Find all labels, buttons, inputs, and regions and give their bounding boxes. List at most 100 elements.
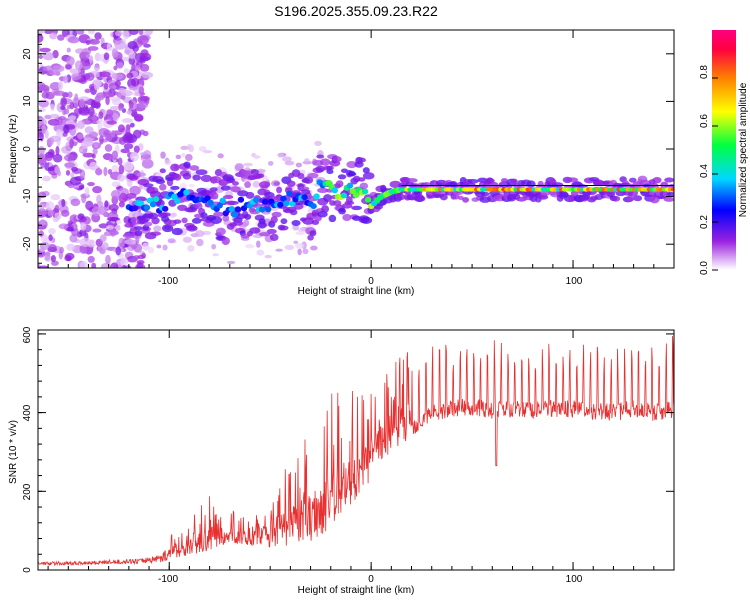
heatmap-cell [134, 113, 144, 122]
heatmap-cell [78, 106, 90, 116]
heatmap-cell [195, 203, 203, 210]
heatmap-cell [103, 82, 109, 90]
heatmap-cell [66, 47, 71, 53]
heatmap-cell [67, 36, 80, 44]
heatmap-cell [191, 217, 202, 224]
heatmap-cell [122, 265, 127, 268]
heatmap-cell [243, 162, 253, 167]
heatmap-cell [292, 224, 300, 231]
heatmap-cell [188, 144, 195, 153]
heatmap-cell [79, 52, 86, 58]
ridge-cell [331, 187, 338, 194]
ridge-cell [204, 195, 211, 202]
heatmap-cell [137, 35, 149, 45]
ridge-cell [364, 196, 372, 203]
heatmap-cell [662, 190, 671, 198]
heatmap-cell [259, 181, 271, 189]
heatmap-cell [126, 72, 134, 79]
heatmap-cell [486, 177, 494, 184]
heatmap-cell [359, 182, 369, 190]
heatmap-cell [125, 193, 137, 199]
heatmap-cell [57, 170, 62, 177]
heatmap-cell [170, 163, 180, 172]
heatmap-cell [226, 260, 236, 265]
heatmap-cell [297, 248, 302, 256]
heatmap-cell [79, 245, 88, 254]
snr-xtick-label-0: 0 [368, 574, 374, 585]
heatmap-cell [664, 177, 674, 183]
heatmap-cell [44, 88, 50, 93]
heatmap-cell [54, 204, 60, 214]
heatmap-cell [282, 156, 292, 162]
snr-ticks [38, 330, 675, 571]
heatmap-cell [245, 191, 255, 199]
heatmap-cell [171, 227, 183, 236]
heatmap-cell [130, 216, 137, 224]
heatmap-cell [78, 184, 85, 190]
ridge-cell [171, 193, 178, 200]
heatmap-cell [139, 152, 148, 156]
heatmap-cell [117, 87, 126, 93]
heatmap-cell [304, 158, 310, 163]
heatmap-cell [38, 132, 44, 138]
heatmap-cell [79, 237, 92, 247]
heatmap-cell [38, 191, 47, 199]
heatmap-cell [71, 73, 82, 81]
heatmap-cell [80, 222, 87, 231]
heatmap-cell [106, 217, 119, 222]
heatmap-cell [129, 151, 140, 162]
heatmap-cell [91, 114, 98, 124]
heatmap-cell [69, 234, 78, 243]
heatmap-cell [142, 242, 150, 251]
heatmap-cell [118, 201, 125, 208]
heatmap-cell [147, 246, 155, 254]
heatmap-cell [179, 182, 187, 189]
colorbar-label: Normalized spectral amplitude [738, 82, 749, 217]
heatmap-cell [449, 181, 458, 188]
heatmap-cell [121, 108, 127, 113]
heatmap-cell [132, 129, 142, 139]
colorbar: 0.0 0.2 0.4 0.6 0.8 Normalized spectral … [699, 30, 749, 275]
ridge-cell [264, 206, 272, 213]
heatmap-cell [54, 211, 62, 221]
heatmap-cell [74, 60, 83, 71]
heatmap-cell [295, 231, 306, 235]
heatmap-cell [362, 172, 375, 180]
heatmap-cell [44, 154, 53, 162]
heatmap-cell [139, 63, 150, 72]
spec-x-axis-label: Height of straight line (km) [298, 286, 415, 297]
heatmap-cell [39, 219, 46, 226]
heatmap-cell [211, 243, 217, 250]
heatmap-cell [230, 186, 241, 193]
heatmap-cell [44, 30, 53, 35]
heatmap-cell [342, 213, 352, 221]
heatmap-cell [134, 229, 143, 237]
heatmap-cell [307, 172, 319, 179]
heatmap-cell [164, 159, 172, 166]
heatmap-cell [124, 49, 131, 54]
heatmap-cell [319, 158, 331, 166]
heatmap-cell [100, 262, 111, 268]
heatmap-cell [118, 164, 125, 175]
heatmap-cell [210, 216, 223, 224]
heatmap-cell [110, 130, 116, 138]
heatmap-cell [187, 225, 197, 231]
heatmap-cell [258, 232, 271, 237]
heatmap-cell [123, 143, 134, 150]
ridge-cell [131, 205, 139, 212]
colorbar-tick-label-0.0: 0.0 [699, 261, 710, 275]
heatmap-cell [171, 212, 177, 218]
heatmap-cell [70, 198, 81, 207]
heatmap-cell [159, 212, 171, 217]
heatmap-cell [105, 96, 110, 106]
heatmap-cell [135, 65, 141, 72]
heatmap-cell [123, 118, 132, 123]
heatmap-cell [187, 244, 195, 252]
heatmap-cell [276, 186, 283, 194]
heatmap-cell [280, 218, 288, 225]
heatmap-cell [108, 204, 119, 212]
heatmap-cell [526, 180, 536, 188]
snr-xtick-label-neg100: -100 [158, 574, 178, 585]
heatmap-cell [138, 102, 149, 109]
ridge-cell [174, 198, 181, 205]
